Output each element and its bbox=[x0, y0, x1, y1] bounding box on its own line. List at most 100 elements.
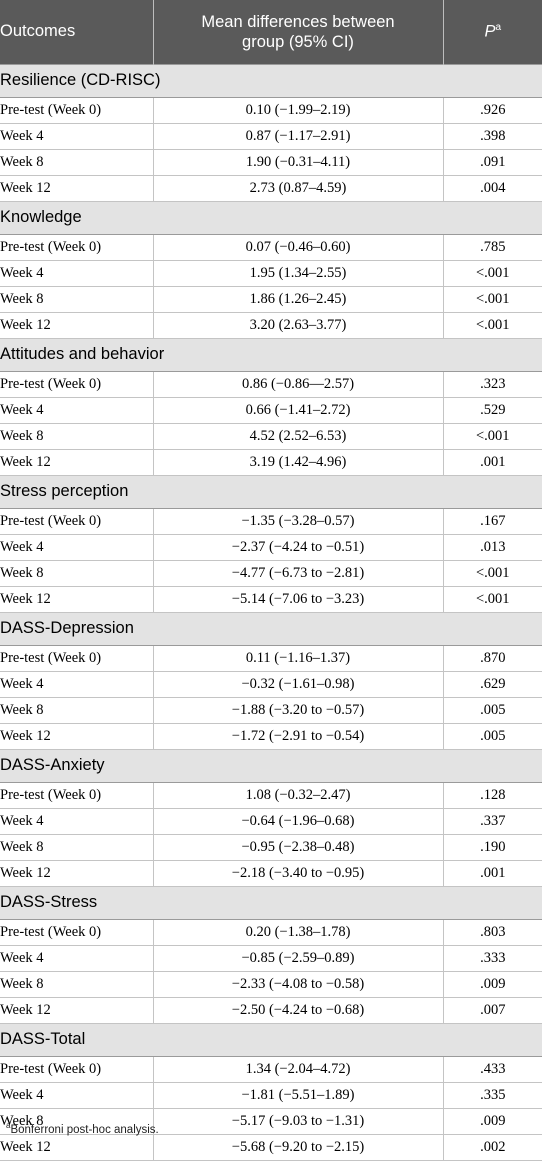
section-title: DASS-Stress bbox=[0, 885, 542, 920]
table-row: Week 4 −0.32 (−1.61–0.98) .629 bbox=[0, 671, 542, 698]
row-p-value: <.001 bbox=[443, 560, 542, 587]
row-p-value: .004 bbox=[443, 175, 542, 202]
row-label: Week 4 bbox=[0, 260, 154, 287]
row-label: Pre-test (Week 0) bbox=[0, 371, 154, 398]
row-mean-difference: 3.20 (2.63–3.77) bbox=[153, 312, 444, 339]
row-p-value: <.001 bbox=[443, 423, 542, 450]
row-p-value: .005 bbox=[443, 697, 542, 724]
row-p-value: .091 bbox=[443, 149, 542, 176]
row-mean-difference: 0.07 (−0.46–0.60) bbox=[153, 234, 444, 261]
row-p-value: <.001 bbox=[443, 260, 542, 287]
table-row: Pre-test (Week 0) 0.20 (−1.38–1.78) .803 bbox=[0, 919, 542, 946]
row-p-value: .128 bbox=[443, 782, 542, 809]
table-row: Pre-test (Week 0) 0.11 (−1.16–1.37) .870 bbox=[0, 645, 542, 672]
row-label: Week 8 bbox=[0, 834, 154, 861]
table-row: Week 12 3.19 (1.42–4.96) .001 bbox=[0, 449, 542, 476]
row-mean-difference: 1.90 (−0.31–4.11) bbox=[153, 149, 444, 176]
section-header-row: DASS-Anxiety bbox=[0, 748, 542, 783]
row-p-value: <.001 bbox=[443, 312, 542, 339]
row-mean-difference: −5.14 (−7.06 to −3.23) bbox=[153, 586, 444, 613]
table-footnote: aBonferroni post-hoc analysis. bbox=[6, 1121, 159, 1136]
row-label: Week 4 bbox=[0, 671, 154, 698]
header-mean-differences-line2: group (95% CI) bbox=[242, 32, 354, 51]
row-p-value: .167 bbox=[443, 508, 542, 535]
section-header-row: DASS-Depression bbox=[0, 611, 542, 646]
row-mean-difference: 1.08 (−0.32–2.47) bbox=[153, 782, 444, 809]
row-label: Week 8 bbox=[0, 971, 154, 998]
footnote-text: Bonferroni post-hoc analysis. bbox=[10, 1123, 159, 1136]
row-mean-difference: 0.87 (−1.17–2.91) bbox=[153, 123, 444, 150]
table-row: Week 8 −4.77 (−6.73 to −2.81) <.001 bbox=[0, 560, 542, 587]
row-mean-difference: −2.18 (−3.40 to −0.95) bbox=[153, 860, 444, 887]
row-p-value: .190 bbox=[443, 834, 542, 861]
table-row: Week 4 0.66 (−1.41–2.72) .529 bbox=[0, 397, 542, 424]
row-p-value: .785 bbox=[443, 234, 542, 261]
row-mean-difference: 0.20 (−1.38–1.78) bbox=[153, 919, 444, 946]
row-p-value: .870 bbox=[443, 645, 542, 672]
row-mean-difference: −5.17 (−9.03 to −1.31) bbox=[153, 1108, 444, 1135]
section-title: Resilience (CD-RISC) bbox=[0, 63, 542, 98]
row-p-value: .009 bbox=[443, 1108, 542, 1135]
row-mean-difference: 3.19 (1.42–4.96) bbox=[153, 449, 444, 476]
row-mean-difference: 1.95 (1.34–2.55) bbox=[153, 260, 444, 287]
row-label: Week 8 bbox=[0, 286, 154, 313]
row-label: Week 8 bbox=[0, 423, 154, 450]
section-header-row: DASS-Stress bbox=[0, 885, 542, 920]
row-mean-difference: 2.73 (0.87–4.59) bbox=[153, 175, 444, 202]
row-label: Week 12 bbox=[0, 586, 154, 613]
section-title: DASS-Depression bbox=[0, 611, 542, 646]
header-p-superscript: a bbox=[495, 22, 502, 33]
section-header-row: Stress perception bbox=[0, 474, 542, 509]
row-p-value: .529 bbox=[443, 397, 542, 424]
row-p-value: .337 bbox=[443, 808, 542, 835]
row-p-value: .629 bbox=[443, 671, 542, 698]
section-title: Stress perception bbox=[0, 474, 542, 509]
row-label: Week 8 bbox=[0, 560, 154, 587]
table-row: Week 12 −5.14 (−7.06 to −3.23) <.001 bbox=[0, 586, 542, 613]
row-label: Week 4 bbox=[0, 945, 154, 972]
row-mean-difference: −1.72 (−2.91 to −0.54) bbox=[153, 723, 444, 750]
table-row: Pre-test (Week 0) 1.34 (−2.04–4.72) .433 bbox=[0, 1056, 542, 1083]
table-row: Week 8 −5.17 (−9.03 to −1.31) .009 bbox=[0, 1108, 542, 1135]
row-p-value: <.001 bbox=[443, 286, 542, 313]
row-mean-difference: 1.34 (−2.04–4.72) bbox=[153, 1056, 444, 1083]
table-row: Week 12 2.73 (0.87–4.59) .004 bbox=[0, 175, 542, 202]
row-label: Week 4 bbox=[0, 1082, 154, 1109]
row-p-value: .009 bbox=[443, 971, 542, 998]
row-mean-difference: −2.50 (−4.24 to −0.68) bbox=[153, 997, 444, 1024]
row-mean-difference: −0.95 (−2.38–0.48) bbox=[153, 834, 444, 861]
header-outcomes: Outcomes bbox=[0, 0, 154, 64]
row-p-value: .323 bbox=[443, 371, 542, 398]
row-label: Week 12 bbox=[0, 449, 154, 476]
table-row: Week 4 −0.64 (−1.96–0.68) .337 bbox=[0, 808, 542, 835]
table-row: Week 12 −2.50 (−4.24 to −0.68) .007 bbox=[0, 997, 542, 1024]
table-row: Week 12 3.20 (2.63–3.77) <.001 bbox=[0, 312, 542, 339]
row-label: Week 12 bbox=[0, 175, 154, 202]
table-row: Week 12 −2.18 (−3.40 to −0.95) .001 bbox=[0, 860, 542, 887]
table-row: Pre-test (Week 0) 0.86 (−0.86—2.57) .323 bbox=[0, 371, 542, 398]
section-title: Attitudes and behavior bbox=[0, 337, 542, 372]
header-mean-differences: Mean differences between group (95% CI) bbox=[153, 0, 444, 64]
row-p-value: .433 bbox=[443, 1056, 542, 1083]
table-row: Pre-test (Week 0) −1.35 (−3.28–0.57) .167 bbox=[0, 508, 542, 535]
row-label: Pre-test (Week 0) bbox=[0, 97, 154, 124]
table-row: Week 8 −1.88 (−3.20 to −0.57) .005 bbox=[0, 697, 542, 724]
row-label: Pre-test (Week 0) bbox=[0, 919, 154, 946]
section-title: DASS-Total bbox=[0, 1022, 542, 1057]
row-p-value: .333 bbox=[443, 945, 542, 972]
header-p-label: P bbox=[484, 22, 496, 41]
row-mean-difference: 0.66 (−1.41–2.72) bbox=[153, 397, 444, 424]
row-mean-difference: −0.32 (−1.61–0.98) bbox=[153, 671, 444, 698]
row-mean-difference: −1.35 (−3.28–0.57) bbox=[153, 508, 444, 535]
row-mean-difference: −2.37 (−4.24 to −0.51) bbox=[153, 534, 444, 561]
row-label: Pre-test (Week 0) bbox=[0, 508, 154, 535]
section-header-row: DASS-Total bbox=[0, 1022, 542, 1057]
footnote-marker: a bbox=[6, 1121, 11, 1130]
row-p-value: .005 bbox=[443, 723, 542, 750]
row-mean-difference: −1.81 (−5.51–1.89) bbox=[153, 1082, 444, 1109]
table-body: Resilience (CD-RISC) Pre-test (Week 0) 0.1… bbox=[0, 63, 542, 1161]
row-label: Week 4 bbox=[0, 808, 154, 835]
row-p-value: .001 bbox=[443, 449, 542, 476]
row-label: Week 8 bbox=[0, 1108, 154, 1135]
